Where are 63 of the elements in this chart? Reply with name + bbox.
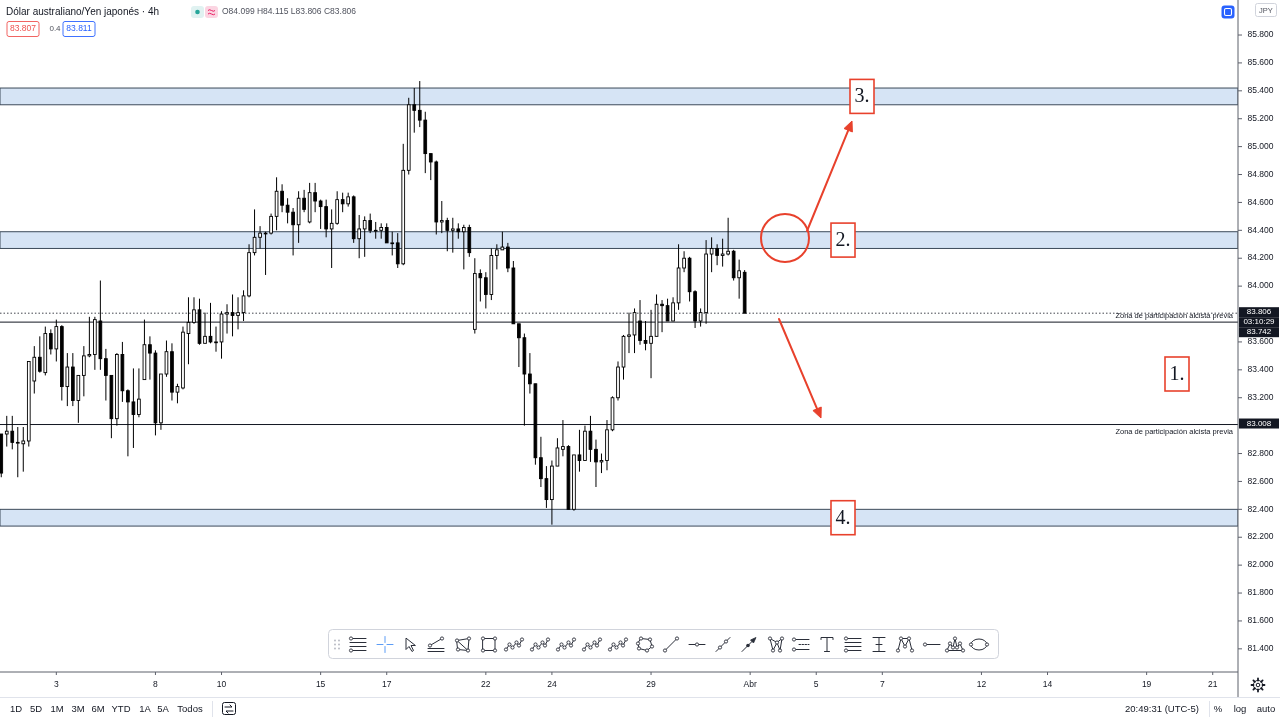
y-tick-label: 81.400 — [1247, 643, 1274, 654]
text: 03:10:29 — [1243, 317, 1276, 327]
x-tick-label: 21 — [1207, 679, 1218, 690]
x-tick-label: 3 — [53, 679, 59, 690]
text: auto — [1256, 702, 1276, 714]
text: Dólar australiano/Yen japonés · 4h — [6, 5, 160, 17]
text: log — [1233, 702, 1247, 714]
y-tick-label: 83.400 — [1247, 364, 1274, 375]
text: 5D — [29, 702, 43, 714]
y-tick-label: 82.400 — [1247, 503, 1274, 514]
y-tick-label: 84.800 — [1247, 168, 1274, 179]
annotation: O84.099 H84.115 L83.806 C83.806 — [222, 6, 357, 17]
y-tick-label: 85.400 — [1247, 85, 1274, 96]
band-label: 2. — [835, 227, 851, 250]
y-tick-label: 85.600 — [1247, 57, 1274, 68]
y-tick-label: 83.600 — [1247, 336, 1274, 347]
y-tick-label: 81.600 — [1247, 615, 1274, 626]
y-tick-label: 85.200 — [1247, 112, 1274, 123]
y-tick-label: 81.800 — [1247, 587, 1274, 598]
text: 1D — [9, 702, 23, 714]
x-tick-label: 19 — [1141, 679, 1152, 690]
x-tick-label: 10 — [216, 679, 227, 690]
x-tick-label: 29 — [646, 679, 657, 690]
text: YTD — [111, 702, 131, 714]
text: 83.008 — [1246, 418, 1272, 428]
annotation: 1. — [1169, 361, 1185, 384]
y-tick-label: 85.000 — [1247, 140, 1274, 151]
text: 20:49:31 (UTC-5) — [1125, 702, 1199, 714]
y-tick-label: 85.800 — [1247, 29, 1274, 40]
x-tick-label: 15 — [315, 679, 326, 690]
band-label: 4. — [835, 505, 851, 528]
y-tick-label: 84.000 — [1247, 280, 1274, 291]
y-tick-label: 82.800 — [1247, 447, 1274, 458]
y-tick-label: 84.200 — [1247, 252, 1274, 263]
y-tick-label: 83.200 — [1247, 391, 1274, 402]
text: 3M — [71, 702, 85, 714]
x-tick-label: 24 — [547, 679, 557, 690]
text: 83.742 — [1246, 327, 1272, 337]
x-tick-label: 5 — [813, 679, 819, 690]
x-tick-label: 17 — [381, 679, 392, 690]
text: 83.806 — [1246, 307, 1272, 317]
text: % — [1213, 702, 1223, 714]
band-label: 3. — [854, 83, 870, 106]
y-tick-label: 82.200 — [1247, 531, 1274, 542]
y-tick-label: 84.600 — [1247, 196, 1274, 207]
y-tick-label: 82.000 — [1247, 559, 1274, 570]
x-tick-label: 7 — [879, 679, 885, 690]
x-tick-label: 8 — [153, 679, 159, 690]
text: 1M — [50, 702, 64, 714]
annotation: 0.4 — [49, 24, 62, 34]
y-tick-label: 82.600 — [1247, 475, 1274, 486]
x-tick-label: 12 — [976, 679, 987, 690]
x-tick-label: 22 — [481, 679, 491, 690]
text: Todos — [177, 702, 203, 714]
text: 6M — [91, 702, 105, 714]
text: 5A — [157, 702, 170, 714]
annotation: 83.811 — [66, 23, 92, 34]
y-tick-label: 84.400 — [1247, 224, 1274, 235]
text: 1A — [139, 702, 152, 714]
x-tick-label: Abr — [743, 679, 757, 690]
annotation: 83.807 — [10, 23, 37, 34]
x-tick-label: 14 — [1042, 679, 1053, 690]
candlestick — [137, 367, 141, 418]
